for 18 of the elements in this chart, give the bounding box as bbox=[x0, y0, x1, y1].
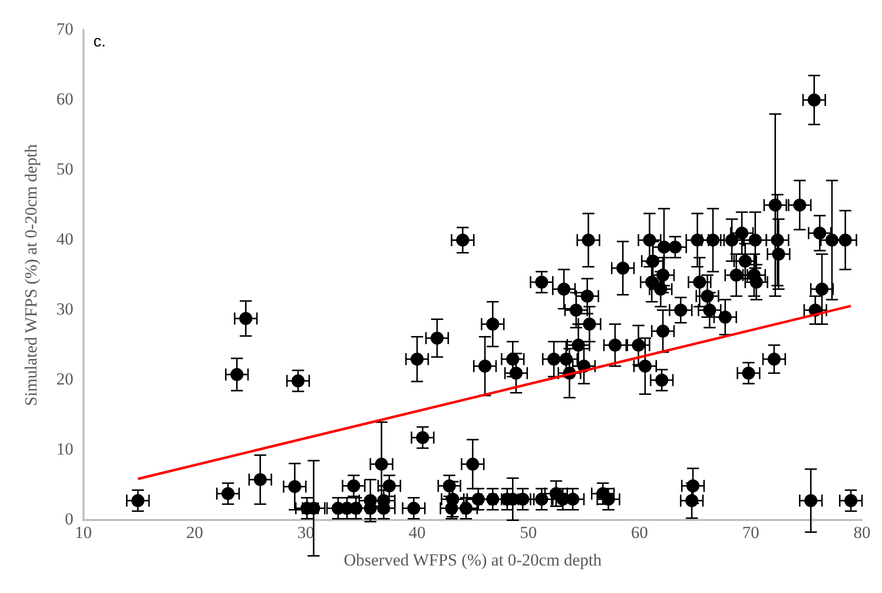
x-tick-label: 50 bbox=[520, 522, 537, 542]
y-tick-label: 70 bbox=[56, 19, 74, 38]
y-axis-title: Simulated WFPS (%) at 0-20cm depth bbox=[22, 144, 41, 406]
x-tick-label: 60 bbox=[631, 522, 648, 542]
x-tick-label: 70 bbox=[742, 522, 760, 542]
y-tick-label: 20 bbox=[56, 370, 74, 389]
y-tick-label: 60 bbox=[56, 89, 74, 108]
y-tick-label: 40 bbox=[56, 230, 74, 249]
x-tick-label: 10 bbox=[74, 522, 92, 542]
annotation: c. bbox=[93, 33, 106, 50]
x-tick-label: 20 bbox=[186, 522, 204, 542]
y-tick-label: 50 bbox=[56, 160, 74, 179]
y-tick-label: 0 bbox=[64, 510, 74, 529]
y-tick-label: 10 bbox=[56, 440, 74, 459]
x-axis-title: Observed WFPS (%) at 0-20cm depth bbox=[344, 550, 602, 570]
y-tick-label: 30 bbox=[56, 300, 74, 319]
x-tick-label: 40 bbox=[408, 522, 426, 542]
x-tick-label: 80 bbox=[854, 522, 870, 542]
